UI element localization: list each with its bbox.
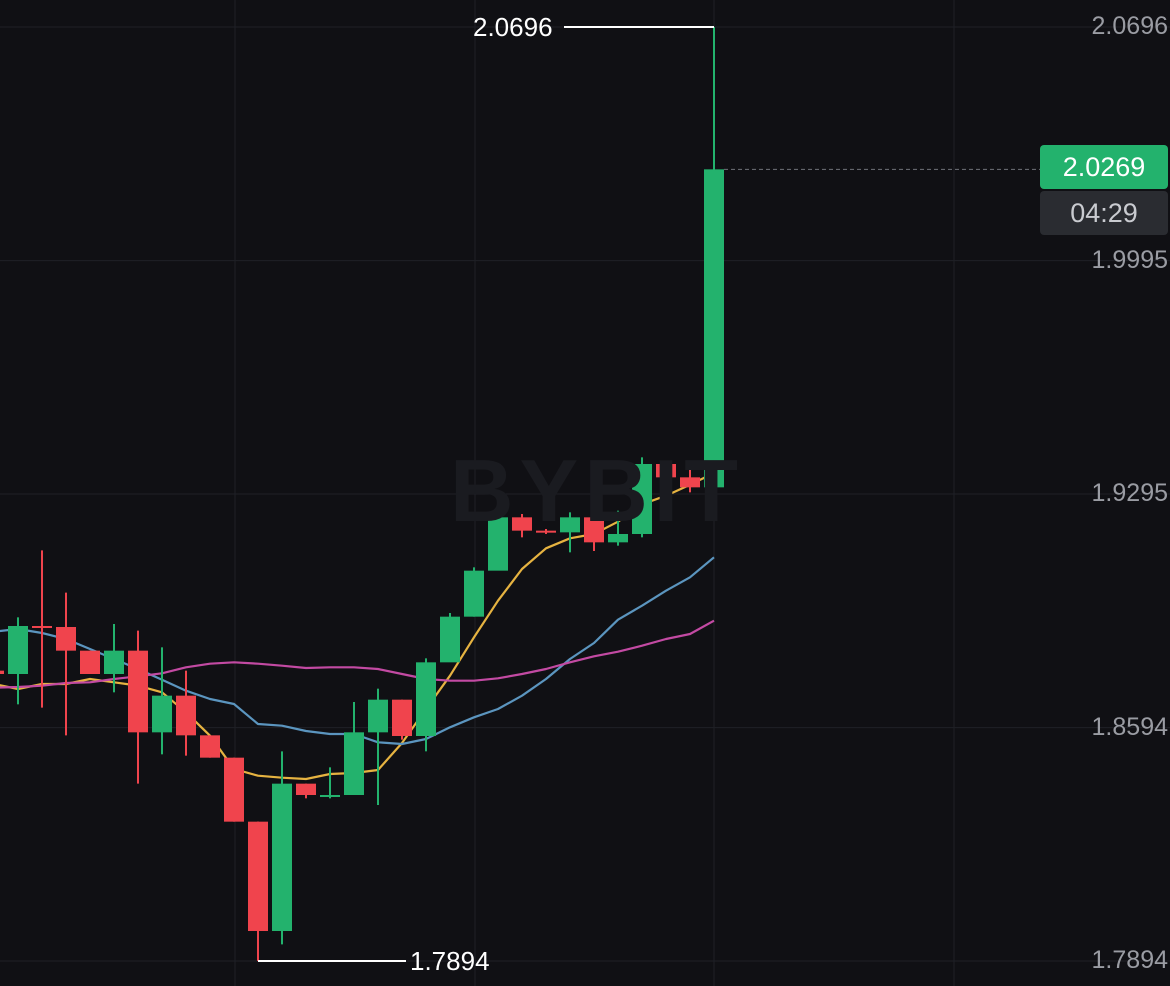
candle-body [440, 616, 460, 663]
candle-countdown: 04:29 [1040, 191, 1168, 236]
candle-body [656, 464, 676, 478]
y-tick-label: 1.9995 [1091, 245, 1168, 274]
current-price-badge: 2.0269 [1040, 145, 1168, 190]
y-tick-label: 1.7894 [1091, 946, 1168, 974]
watermark: BYBIT [450, 441, 744, 540]
candle-body [8, 626, 28, 674]
candle-body [560, 517, 580, 533]
y-tick-label: 1.9295 [1091, 479, 1168, 507]
candle-body [536, 530, 556, 533]
candle-body [368, 699, 388, 733]
candle-body [584, 517, 604, 543]
candle-body [320, 795, 340, 797]
candles [0, 27, 724, 961]
moving-average-line [0, 556, 715, 746]
candle-body [128, 650, 148, 733]
candle-body [608, 534, 628, 543]
candle-body [176, 695, 196, 736]
candle-body [56, 627, 76, 651]
candle-body [200, 735, 220, 758]
candle-body [0, 670, 4, 674]
candle-body [344, 732, 364, 795]
moving-average-line [0, 619, 715, 689]
candle-body [632, 464, 652, 534]
extreme-markers [258, 26, 1040, 962]
candle-body [80, 650, 100, 674]
candle-body [464, 570, 484, 617]
candle-body [392, 699, 412, 736]
candle-body [296, 783, 316, 795]
candle-body [272, 783, 292, 931]
candle-body [32, 626, 52, 628]
high-price-label: 2.0696 [473, 12, 553, 42]
candle-body [248, 821, 268, 931]
candle-body [512, 517, 532, 531]
low-price-label: 1.7894 [410, 946, 490, 976]
candle-body [680, 477, 700, 488]
candle-body [488, 517, 508, 571]
candle-body [224, 757, 244, 822]
y-tick-label: 1.8594 [1091, 712, 1168, 741]
candle-body [416, 662, 436, 736]
candle-body [152, 695, 172, 733]
candle-body [704, 169, 724, 488]
candle-body [104, 650, 124, 674]
y-tick-label: 2.0696 [1091, 12, 1168, 40]
